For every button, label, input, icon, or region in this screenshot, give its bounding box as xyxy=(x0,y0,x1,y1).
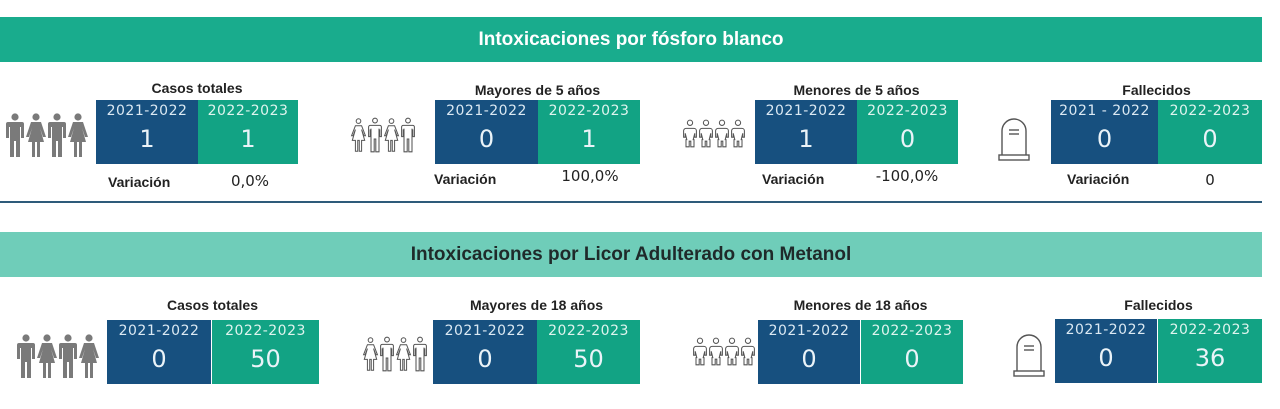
card-title: Fallecidos xyxy=(1122,82,1191,98)
metric-box: 2021-2022 1 2022-2023 0 xyxy=(755,100,958,164)
variation-label: Variación xyxy=(762,171,825,187)
tombstone-icon xyxy=(1012,331,1046,377)
variation-value: 0,0% xyxy=(230,172,270,190)
curr-period-cell: 2022-2023 50 xyxy=(537,320,640,384)
period-label: 2021 - 2022 xyxy=(1059,103,1150,119)
metric-box: 2021-2022 0 2022-2023 50 xyxy=(107,320,319,384)
variation-value: -100,0% xyxy=(875,167,939,185)
variation-label: Variación xyxy=(108,174,171,190)
period-value: 0 xyxy=(478,125,495,153)
section-banner-metanol: Intoxicaciones por Licor Adulterado con … xyxy=(0,232,1262,277)
period-label: 2022-2023 xyxy=(548,323,629,339)
period-label: 2022-2023 xyxy=(867,103,948,119)
period-value: 50 xyxy=(573,345,604,373)
period-value: 1 xyxy=(240,125,256,153)
prev-period-cell: 2021-2022 0 xyxy=(1055,319,1157,383)
period-value: 0 xyxy=(801,345,817,373)
period-value: 0 xyxy=(1096,125,1113,153)
curr-period-cell: 2022-2023 0 xyxy=(857,100,958,164)
period-label: 2022-2023 xyxy=(1169,103,1251,119)
period-value: 0 xyxy=(151,345,167,373)
period-label: 2022-2023 xyxy=(548,103,630,119)
period-label: 2022-2023 xyxy=(1169,322,1251,338)
tombstone-icon xyxy=(997,115,1031,161)
period-label: 2022-2023 xyxy=(871,323,953,339)
card-title: Casos totales xyxy=(166,297,259,313)
prev-period-cell: 2021-2022 0 xyxy=(758,320,860,384)
prev-period-cell: 2021-2022 1 xyxy=(96,100,198,164)
period-value: 0 xyxy=(1202,125,1218,153)
section-title: Intoxicaciones por Licor Adulterado con … xyxy=(410,243,852,265)
children-outline-icon xyxy=(692,334,756,372)
prev-period-cell: 2021-2022 0 xyxy=(435,100,538,164)
period-value: 1 xyxy=(139,125,155,153)
period-label: 2021-2022 xyxy=(106,103,188,119)
period-label: 2021-2022 xyxy=(1065,322,1147,338)
period-label: 2022-2023 xyxy=(207,103,289,119)
people-filled-icon xyxy=(5,112,89,158)
prev-period-cell: 2021-2022 0 xyxy=(107,320,211,384)
curr-period-cell: 2022-2023 0 xyxy=(1158,100,1262,164)
metric-box: 2021-2022 0 2022-2023 36 xyxy=(1055,319,1262,383)
section-divider xyxy=(0,201,1262,203)
card-title: Mayores de 5 años xyxy=(474,82,601,98)
metric-box: 2021-2022 1 2022-2023 1 xyxy=(96,100,298,164)
curr-period-cell: 2022-2023 36 xyxy=(1158,319,1262,383)
card-title: Menores de 5 años xyxy=(793,82,920,98)
card-title: Menores de 18 años xyxy=(793,297,928,313)
period-label: 2021-2022 xyxy=(118,323,200,339)
period-value: 0 xyxy=(477,345,493,373)
section-title: Intoxicaciones por fósforo blanco xyxy=(478,28,784,50)
variation-value: 0 xyxy=(1205,171,1215,189)
card-title: Fallecidos xyxy=(1124,297,1193,313)
period-value: 50 xyxy=(250,345,281,373)
adults-outline-icon xyxy=(362,332,428,376)
children-outline-icon xyxy=(682,116,746,154)
card-title: Casos totales xyxy=(151,80,243,96)
section-banner-fosforo: Intoxicaciones por fósforo blanco xyxy=(0,17,1262,62)
period-value: 0 xyxy=(904,345,920,373)
period-value: 0 xyxy=(1098,344,1114,372)
period-label: 2021-2022 xyxy=(444,323,526,339)
period-label: 2021-2022 xyxy=(765,103,847,119)
people-filled-icon xyxy=(16,333,100,379)
metric-box: 2021-2022 0 2022-2023 50 xyxy=(433,320,640,384)
curr-period-cell: 2022-2023 0 xyxy=(861,320,963,384)
variation-label: Variación xyxy=(434,171,497,187)
period-label: 2021-2022 xyxy=(768,323,850,339)
period-label: 2021-2022 xyxy=(446,103,527,119)
variation-value: 100,0% xyxy=(561,167,619,185)
metric-box: 2021 - 2022 0 2022-2023 0 xyxy=(1051,100,1262,164)
metric-box: 2021-2022 0 2022-2023 0 xyxy=(758,320,963,384)
period-label: 2022-2023 xyxy=(225,323,306,339)
period-value: 1 xyxy=(581,125,597,153)
prev-period-cell: 2021-2022 1 xyxy=(755,100,857,164)
card-title: Mayores de 18 años xyxy=(469,297,604,313)
prev-period-cell: 2021-2022 0 xyxy=(433,320,537,384)
variation-label: Variación xyxy=(1067,171,1130,187)
period-value: 0 xyxy=(899,125,916,153)
adults-outline-icon xyxy=(350,113,416,157)
curr-period-cell: 2022-2023 1 xyxy=(538,100,640,164)
metric-box: 2021-2022 0 2022-2023 1 xyxy=(435,100,640,164)
period-value: 36 xyxy=(1194,344,1226,372)
curr-period-cell: 2022-2023 50 xyxy=(212,320,319,384)
period-value: 1 xyxy=(798,125,814,153)
prev-period-cell: 2021 - 2022 0 xyxy=(1051,100,1158,164)
curr-period-cell: 2022-2023 1 xyxy=(198,100,298,164)
